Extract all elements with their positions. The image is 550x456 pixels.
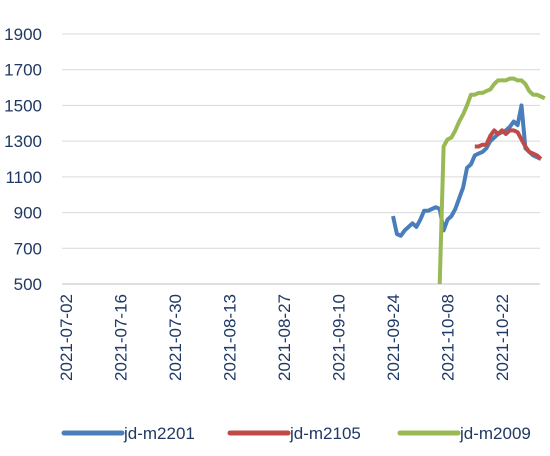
y-axis-tick-labels: 500 700 900 1100 1300 1500 1700 1900 (4, 25, 42, 294)
y-tick-label-1500: 1500 (4, 96, 42, 115)
y-tick-label-500: 500 (14, 275, 42, 294)
y-tick-label-1700: 1700 (4, 61, 42, 80)
legend-label-jd-m2009: jd-m2009 (459, 424, 531, 443)
series-line-jd-m2009 (437, 76, 546, 285)
x-tick-label-2021-07-30: 2021-07-30 (166, 294, 185, 381)
legend-label-jd-m2201: jd-m2201 (123, 424, 195, 443)
x-tick-label-2021-07-16: 2021-07-16 (112, 294, 131, 381)
series-line-jd-m2201 (391, 103, 542, 238)
x-tick-label-2021-10-22: 2021-10-22 (493, 294, 512, 381)
x-tick-label-2021-10-08: 2021-10-08 (439, 294, 458, 381)
gridlines (62, 33, 540, 249)
x-tick-label-2021-07-02: 2021-07-02 (57, 294, 76, 381)
legend: jd-m2201 jd-m2105 jd-m2009 (61, 424, 531, 443)
x-tick-label-2021-08-13: 2021-08-13 (221, 294, 240, 381)
x-axis-tick-labels: 2021-07-02 2021-07-16 2021-07-30 2021-08-13… (57, 294, 512, 381)
x-tick-label-2021-09-24: 2021-09-24 (384, 294, 403, 381)
y-tick-label-1900: 1900 (4, 25, 42, 44)
y-tick-label-1300: 1300 (4, 132, 42, 151)
plot-area (391, 76, 546, 285)
x-tick-label-2021-09-10: 2021-09-10 (330, 294, 349, 381)
x-tick-label-2021-08-27: 2021-08-27 (275, 294, 294, 381)
legend-label-jd-m2105: jd-m2105 (289, 424, 361, 443)
y-tick-label-900: 900 (14, 204, 42, 223)
y-tick-label-1100: 1100 (5, 168, 42, 187)
y-tick-label-700: 700 (14, 239, 42, 258)
series-line-jd-m2105 (474, 128, 543, 161)
